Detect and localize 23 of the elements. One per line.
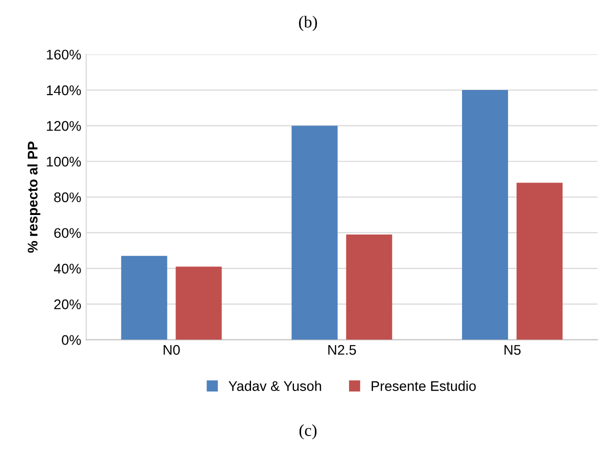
legend-label: Yadav & Yusoh (228, 380, 322, 391)
chart-title: (b) (299, 16, 317, 31)
y-tick-label: 40% (54, 264, 81, 274)
bar (121, 256, 168, 340)
y-axis-title: % respecto al PP (27, 142, 40, 253)
x-tick-label: N5 (504, 345, 521, 355)
y-tick-label: 160% (46, 50, 81, 60)
y-tick-label: 0% (62, 335, 81, 345)
x-tick-label: N0 (164, 344, 180, 355)
bar (176, 266, 222, 340)
bar (292, 126, 338, 340)
y-tick-label: 140% (46, 85, 81, 96)
y-tick-label: 120% (46, 121, 81, 131)
y-tick-label: 80% (54, 192, 81, 202)
legend-label: Presente Estudio (372, 380, 476, 391)
bar (516, 182, 563, 340)
y-tick-label: 100% (46, 156, 81, 167)
x-tick-label: N2.5 (328, 344, 356, 355)
bar (346, 234, 392, 340)
y-tick-label: 60% (54, 228, 81, 238)
y-tick-label: 20% (54, 299, 81, 310)
text: (c) (299, 424, 317, 440)
bar (462, 90, 508, 340)
